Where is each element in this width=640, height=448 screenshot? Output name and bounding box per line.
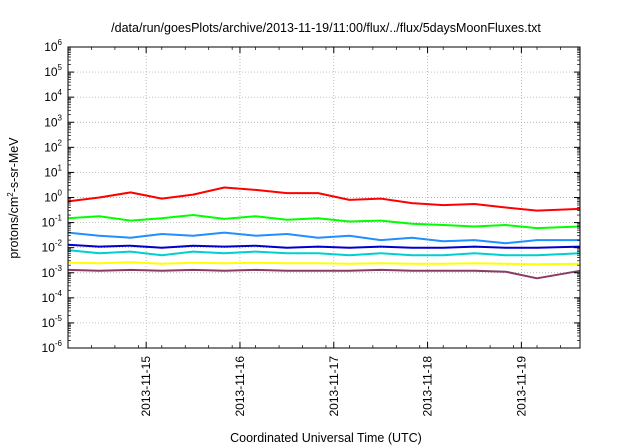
series-group	[67, 186, 581, 280]
y-tick-label: 100	[44, 189, 62, 205]
x-axis: 2013-11-15 2013-11-16 2013-11-17 2013-11-18…	[67, 47, 561, 417]
y-tick-label: 10-1	[42, 214, 63, 230]
x-tick-label: 2013-11-18	[421, 356, 435, 417]
y-tick-label: 105	[44, 63, 62, 79]
x-tick-label: 2013-11-15	[139, 356, 153, 417]
series-line-6	[67, 261, 581, 266]
x-tick-label: 2013-11-16	[233, 356, 247, 417]
y-tick-label: 10-4	[42, 289, 63, 305]
series-line-4	[67, 249, 581, 257]
y-tick-label: 103	[44, 113, 62, 129]
series-line-7	[67, 268, 581, 280]
y-tick-label: 102	[44, 138, 62, 154]
series-line-1	[67, 186, 581, 212]
series-line-2	[67, 214, 581, 230]
series-line-5	[67, 243, 581, 249]
x-axis-label: Coordinated Universal Time (UTC)	[230, 431, 422, 445]
x-tick-label: 2013-11-17	[327, 356, 341, 417]
x-tick-label: 2013-11-19	[514, 356, 528, 417]
y-tick-label: 106	[44, 38, 62, 54]
y-tick-label: 101	[44, 163, 62, 179]
y-tick-label: 10-3	[42, 264, 63, 280]
y-axis-label: protons/cm2-s-sr-MeV	[6, 137, 21, 259]
chart-title: /data/run/goesPlots/archive/2013-11-19/1…	[111, 21, 541, 35]
y-tick-label: 10-5	[42, 314, 63, 330]
series-line-3	[67, 231, 580, 245]
y-tick-label: 10-2	[42, 239, 63, 255]
y-axis: 10-6 10-5 10-4 10-3 10-2 10-1 100 101 102 103 104 1…	[42, 38, 580, 355]
grid	[68, 47, 580, 348]
y-tick-label: 10-6	[42, 339, 63, 355]
y-tick-label: 104	[44, 88, 62, 104]
